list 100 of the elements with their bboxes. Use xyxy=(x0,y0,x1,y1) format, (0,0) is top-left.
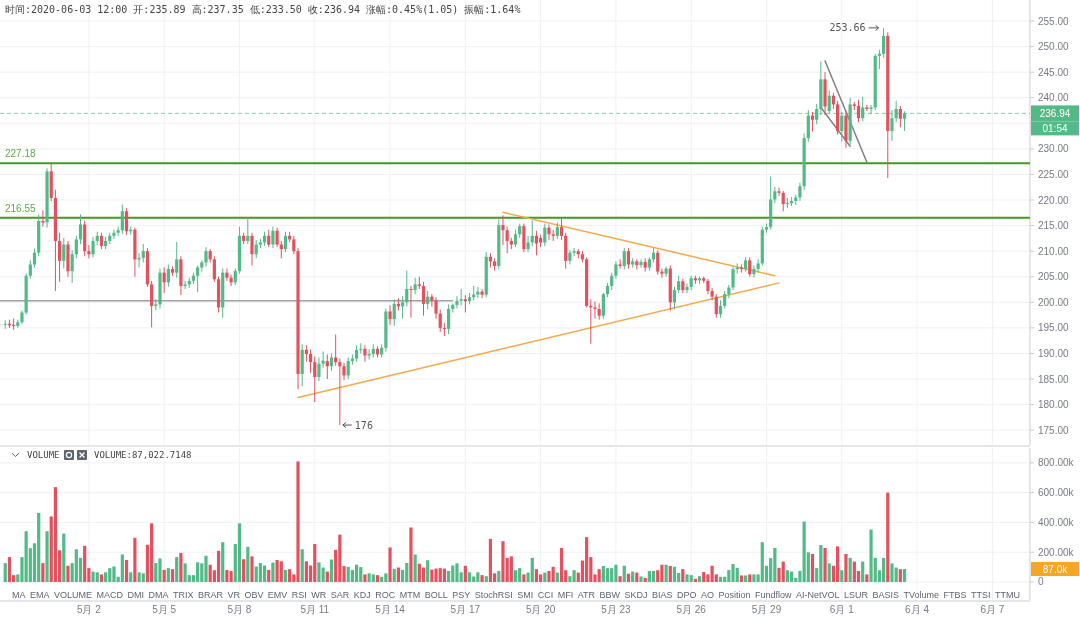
bar xyxy=(773,547,777,582)
candlestick xyxy=(856,99,861,123)
bar xyxy=(66,565,70,582)
candlestick xyxy=(74,235,78,259)
bar xyxy=(614,564,618,582)
x-tick-label: 5月 11 xyxy=(300,604,330,615)
bar xyxy=(572,570,576,582)
y-tick-label: 225.00 xyxy=(1038,168,1070,180)
bar xyxy=(271,562,275,582)
bar xyxy=(242,559,246,582)
bar xyxy=(24,531,28,582)
candlestick xyxy=(426,290,430,310)
candlestick xyxy=(413,277,417,295)
bar xyxy=(346,566,350,582)
annotation: BBW xyxy=(599,590,621,600)
candlestick xyxy=(480,288,484,299)
annotation: MTM xyxy=(399,590,421,600)
bar xyxy=(225,569,229,582)
bar xyxy=(158,558,162,582)
annotation: ROC xyxy=(375,590,396,600)
annotation: VOLUME:87,022.7148 xyxy=(94,450,192,460)
candlestick xyxy=(250,232,254,266)
candlestick xyxy=(476,286,480,299)
bar xyxy=(518,568,522,582)
bar xyxy=(731,563,735,582)
candlestick xyxy=(70,249,74,284)
bar xyxy=(250,556,254,582)
candlestick xyxy=(672,286,677,310)
bar xyxy=(296,461,300,582)
annotation: DMI xyxy=(127,590,144,600)
annotation: StochRSI xyxy=(474,590,513,600)
candlestick xyxy=(346,357,350,380)
bar xyxy=(760,542,764,582)
x-tick-label: 5月 14 xyxy=(375,604,406,615)
bar xyxy=(823,547,827,582)
bar xyxy=(99,574,104,582)
bar xyxy=(91,571,95,582)
annotation: BASIS xyxy=(872,590,900,600)
bar xyxy=(300,549,304,582)
bar xyxy=(513,570,518,582)
bar xyxy=(279,561,283,582)
bar xyxy=(179,552,183,582)
candlestick xyxy=(11,318,16,331)
bar xyxy=(635,572,639,582)
bar xyxy=(221,542,225,582)
bar xyxy=(622,565,626,582)
bar xyxy=(647,570,651,582)
annotation: SMI xyxy=(517,590,534,600)
bar xyxy=(426,560,430,582)
text: 时间:2020-06-03 12:00 开:235.89 高:237.35 低:233.50 收:236.94 涨幅:0.45%(1.05) 振幅:1.64% xyxy=(5,4,521,15)
bar xyxy=(702,572,706,582)
bar xyxy=(631,571,635,582)
annotation: DMA xyxy=(148,590,169,600)
candlestick xyxy=(275,227,279,248)
annotation: SKDJ xyxy=(624,590,648,600)
y-tick-label: 600.00k xyxy=(1038,487,1075,499)
annotation: VOLUME xyxy=(53,590,92,600)
candlestick xyxy=(87,244,91,259)
candlestick xyxy=(664,266,668,278)
candlestick xyxy=(28,259,32,280)
bar xyxy=(162,569,166,582)
bar xyxy=(476,572,480,582)
candlestick xyxy=(292,235,296,255)
candlestick xyxy=(526,235,530,253)
bar xyxy=(384,573,388,582)
bar xyxy=(522,574,526,582)
bar xyxy=(62,533,66,582)
candlestick xyxy=(639,258,643,269)
bar xyxy=(175,557,179,582)
bar xyxy=(543,572,547,582)
y-tick-label: 175.00 xyxy=(1038,424,1070,436)
chart-title: VOLUME xyxy=(27,450,60,460)
candlestick xyxy=(785,197,789,209)
bar xyxy=(313,544,317,582)
candlestick xyxy=(363,344,367,363)
bar xyxy=(405,563,409,582)
candlestick xyxy=(438,308,442,333)
bar xyxy=(501,541,505,582)
bar xyxy=(852,561,856,582)
ref-line-label: 227.18 xyxy=(5,148,37,160)
bar xyxy=(559,547,564,582)
bar xyxy=(371,574,375,582)
candlestick xyxy=(141,243,145,263)
annotation: EMV xyxy=(267,590,288,600)
bar xyxy=(329,559,334,582)
candlestick xyxy=(781,190,785,212)
candlestick xyxy=(501,214,505,246)
bar xyxy=(869,529,873,582)
bar xyxy=(618,576,622,582)
candlestick xyxy=(756,258,760,274)
bar xyxy=(789,571,794,582)
bar xyxy=(886,492,890,582)
annotation: TRIX xyxy=(172,590,194,600)
candlestick xyxy=(559,217,564,241)
candlestick xyxy=(359,342,363,354)
bar xyxy=(467,572,472,582)
annotation: TTSI xyxy=(971,590,991,600)
bar xyxy=(267,569,271,582)
candlestick xyxy=(166,263,170,288)
bar xyxy=(246,546,250,582)
